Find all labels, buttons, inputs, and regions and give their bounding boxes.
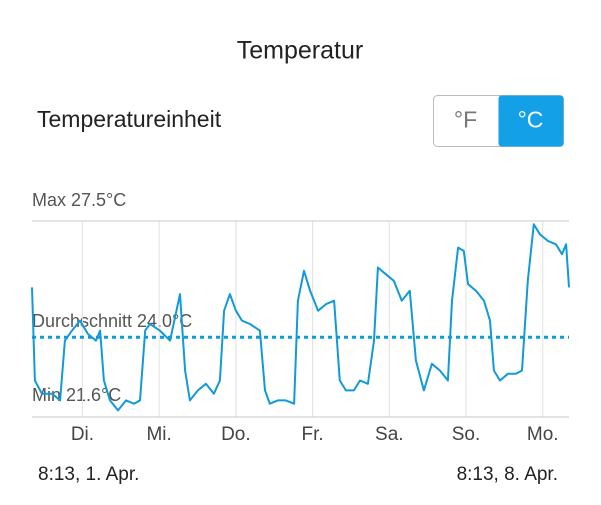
max-label: Max 27.5°C (32, 190, 126, 210)
toggle-selected (498, 95, 564, 147)
min-label: Min 21.6°C (32, 385, 121, 405)
x-tick-label: Fr. (301, 424, 323, 445)
x-tick-label: Mo. (527, 424, 559, 445)
temperature-line (31, 223, 570, 412)
x-tick-label: Di. (71, 424, 94, 445)
toggle-option[interactable]: °F (454, 107, 477, 133)
x-tick-label: Mi. (146, 424, 171, 445)
end-time: 8:13, 8. Apr. (457, 464, 558, 485)
page-title: Temperatur (237, 37, 363, 65)
x-tick-label: Sa. (375, 424, 404, 445)
toggle-option[interactable]: °C (518, 107, 544, 133)
x-tick-label: So. (452, 424, 481, 445)
start-time: 8:13, 1. Apr. (38, 464, 139, 485)
average-label: Durchschnitt 24.0°C (32, 311, 192, 331)
unit-toggle: °F °C (433, 95, 564, 147)
x-tick-label: Do. (221, 424, 251, 445)
setting-label: Temperatureinheit (37, 106, 222, 132)
